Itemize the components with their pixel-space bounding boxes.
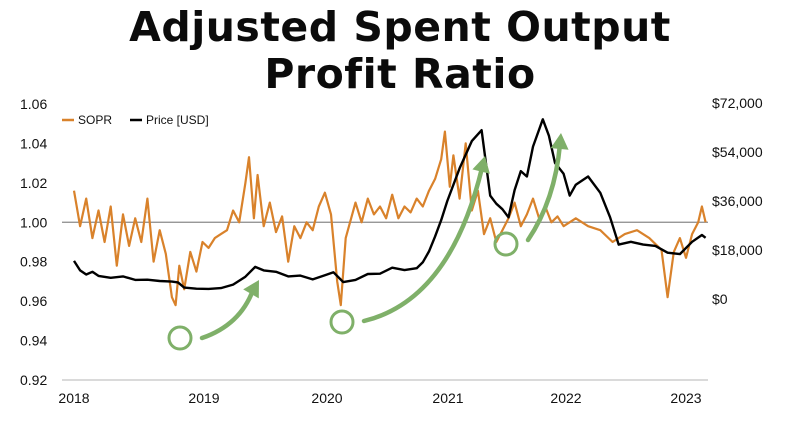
chart-legend: SOPR Price [USD]	[62, 113, 209, 127]
chart-axes: 1.06 1.04 1.02 1.00 0.98 0.96 0.94 0.92 $72,000 $…	[20, 95, 763, 406]
price-series-line	[72, 118, 707, 291]
y-right-tick-label: $18,000	[712, 242, 763, 258]
y-right-tick-label: $54,000	[712, 144, 763, 160]
x-tick-label: 2022	[550, 390, 581, 406]
trend-arrow-head	[243, 280, 259, 299]
chart-title-line-1: Adjusted Spent Output	[129, 3, 671, 51]
trend-arrow	[525, 141, 563, 243]
chart-title-line-2: Profit Ratio	[264, 50, 536, 98]
sopr-series-line	[72, 130, 707, 307]
y-left-tick-label: 1.06	[20, 96, 47, 112]
y-left-tick-label: 1.02	[20, 175, 47, 191]
trend-arrow	[199, 287, 256, 341]
highlight-circle	[493, 231, 519, 257]
x-tick-label: 2018	[58, 390, 89, 406]
highlight-circle	[329, 309, 355, 335]
legend-label-sopr: SOPR	[78, 113, 112, 127]
y-left-tick-label: 1.00	[20, 214, 47, 230]
y-left-tick-label: 0.94	[20, 333, 47, 349]
chart-annotations	[167, 133, 569, 351]
y-right-tick-label: $72,000	[712, 95, 763, 111]
highlight-circle	[167, 325, 193, 351]
y-left-tick-label: 0.92	[20, 372, 47, 388]
y-left-tick-label: 0.98	[20, 254, 47, 270]
y-right-tick-label: $36,000	[712, 193, 763, 209]
x-tick-label: 2021	[432, 390, 463, 406]
y-left-tick-label: 1.04	[20, 135, 47, 151]
x-tick-label: 2019	[188, 390, 219, 406]
chart-series	[72, 118, 707, 307]
trend-arrow-head	[472, 156, 490, 174]
y-left-tick-label: 0.96	[20, 293, 47, 309]
y-right-tick-label: $0	[712, 291, 728, 307]
trend-arrow	[361, 165, 485, 324]
chart-title: Adjusted Spent Output Profit Ratio	[0, 4, 800, 98]
x-tick-label: 2020	[311, 390, 342, 406]
legend-label-price: Price [USD]	[146, 113, 209, 127]
x-tick-label: 2023	[670, 390, 701, 406]
trend-arrow-head	[550, 133, 569, 150]
